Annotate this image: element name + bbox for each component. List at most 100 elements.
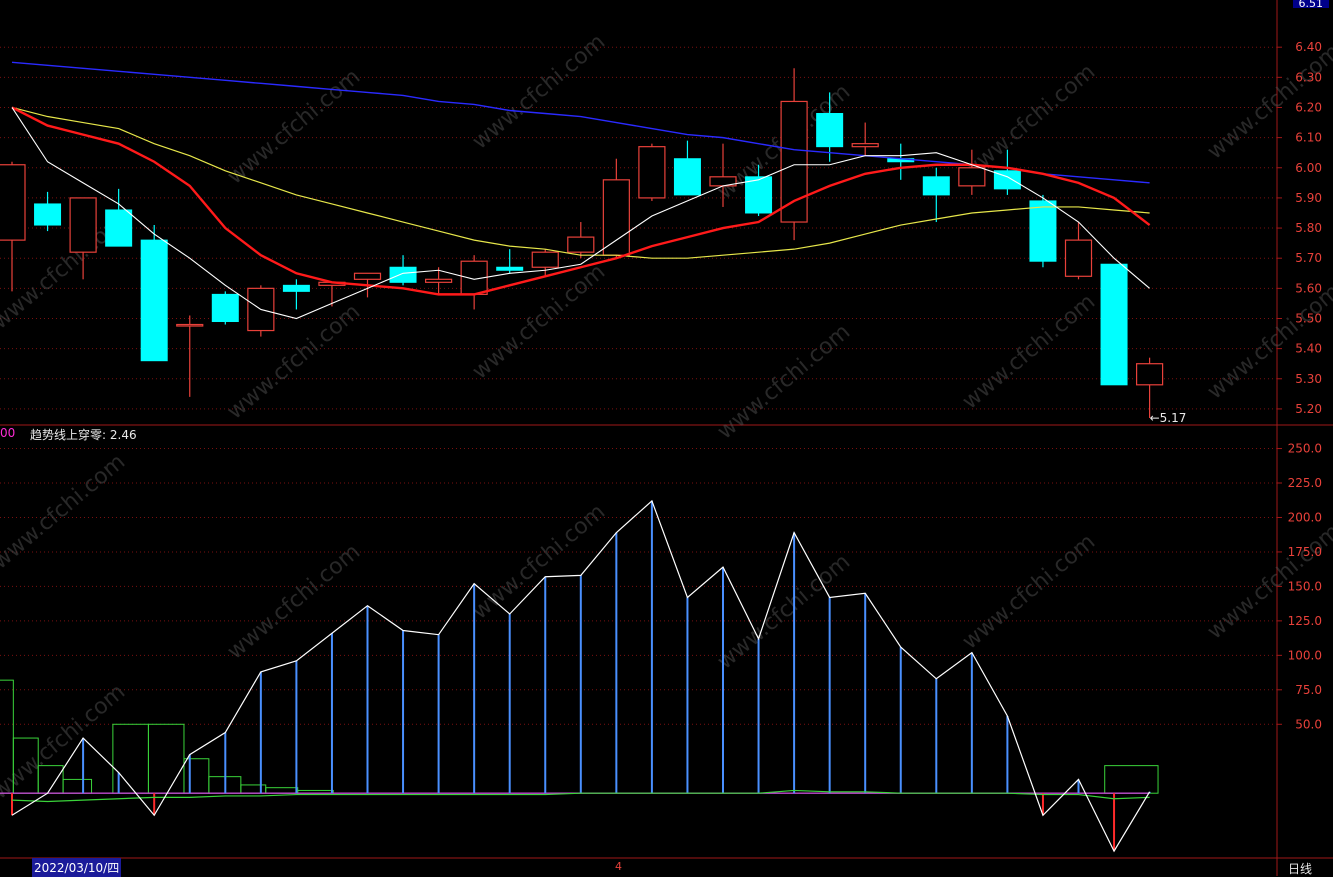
indicator-tick-label: 100.0 (1288, 648, 1322, 662)
candle (851, 122, 879, 156)
candle-body (389, 266, 417, 283)
candle-body (993, 170, 1021, 190)
candle-body (851, 143, 879, 148)
candle (140, 225, 168, 362)
candle (0, 161, 26, 292)
period-label[interactable]: 日线 (1288, 862, 1313, 876)
candle (318, 281, 346, 307)
indicator-box (183, 758, 210, 794)
watermark-text: www.cfchi.com (0, 449, 130, 574)
candle (993, 149, 1021, 195)
min-price-annotation: ←5.17 (1150, 411, 1187, 425)
candle-body (425, 278, 453, 283)
indicator-tick-label: 175.0 (1288, 545, 1322, 559)
watermark-text: www.cfchi.com (713, 549, 855, 674)
price-tick-label: 6.40 (1295, 40, 1322, 54)
candle-body (922, 176, 950, 196)
indicator-tick-label: 225.0 (1288, 476, 1322, 490)
candle (602, 158, 630, 259)
candle (673, 140, 701, 196)
candle (567, 222, 595, 259)
y-axis: 6.40 6.30 6.20 6.10 6.00 5.90 5.80 5.70 5.60 5.50… (1277, 40, 1322, 731)
candle-body (638, 146, 666, 199)
candle (638, 143, 666, 201)
indicator-tick-label: 75.0 (1295, 683, 1322, 697)
price-tick-label: 5.20 (1295, 402, 1322, 416)
price-tick-label: 5.90 (1295, 191, 1322, 205)
watermark-layer: www.cfchi.com www.cfchi.com www.cfchi.com w… (0, 29, 1333, 804)
candle-body (34, 203, 62, 226)
indicator-box (240, 784, 267, 794)
candle-body (780, 100, 808, 223)
candle-body (816, 113, 844, 148)
indicator-tick-label: 125.0 (1288, 614, 1322, 628)
indicator-name: 趋势线上穿零: (30, 428, 107, 442)
candle (282, 279, 310, 310)
candle (1064, 222, 1093, 280)
candle (460, 255, 488, 310)
candle-body (673, 158, 701, 196)
candle-body (353, 272, 382, 280)
candle-body (140, 239, 168, 362)
candle-body (1100, 263, 1128, 386)
candle (531, 249, 559, 277)
candle (389, 255, 417, 286)
candle-body (211, 293, 239, 323)
price-tick-label: 5.60 (1295, 281, 1322, 295)
price-tick-label: 5.50 (1295, 311, 1322, 325)
candle-body (602, 179, 630, 256)
candle-body (745, 176, 773, 214)
price-tick-label: 6.10 (1295, 131, 1322, 145)
month-marker: 4 (615, 860, 622, 873)
candle (69, 197, 97, 280)
candle-body (531, 251, 559, 268)
watermark-text: www.cfchi.com (958, 289, 1100, 414)
candle (887, 143, 915, 180)
price-tick-label: 5.40 (1295, 342, 1322, 356)
candle (105, 188, 133, 247)
candle (425, 267, 453, 295)
ma-yellow-line (11, 106, 1150, 259)
ma-white-line (11, 107, 1150, 320)
indicator-box (147, 723, 185, 794)
price-tick-label: 5.80 (1295, 221, 1322, 235)
watermark-text: www.cfchi.com (223, 539, 365, 664)
indicator-box (265, 787, 299, 794)
watermark-text: www.cfchi.com (468, 499, 610, 624)
candle-body (176, 323, 204, 327)
indicator-value: 2.46 (109, 428, 137, 442)
candle (176, 315, 204, 397)
indicator-tick-label: 150.0 (1288, 579, 1322, 593)
watermark-text: www.cfchi.com (0, 679, 130, 804)
indicator-green-line (11, 789, 1150, 803)
candle (247, 285, 275, 337)
candle (780, 68, 808, 241)
watermark-text: www.cfchi.com (223, 64, 365, 189)
ma-red-line (11, 106, 1151, 296)
indicator-tick-label: 50.0 (1295, 717, 1322, 731)
indicator-box (1104, 765, 1159, 794)
indicator-label: 趋势线上穿零: 2.46 (30, 426, 137, 443)
indicator-trend-line (11, 499, 1151, 853)
candle (34, 191, 62, 232)
candle-body (1029, 200, 1057, 262)
indicator-panel[interactable] (0, 499, 1159, 853)
candle-body (0, 164, 26, 241)
price-tick-label: 6.00 (1295, 161, 1322, 175)
candle-body (69, 197, 97, 253)
candle-body (105, 209, 133, 247)
candle-body (1135, 363, 1164, 386)
watermark-text: www.cfchi.com (713, 319, 855, 444)
candle (1135, 357, 1164, 418)
price-panel[interactable]: ←5.17 (0, 61, 1187, 425)
candle-body (282, 284, 310, 292)
price-tick-label: 6.30 (1295, 70, 1322, 84)
indicator-tick-label: 250.0 (1288, 442, 1322, 456)
indicator-box (62, 778, 93, 794)
candle (816, 92, 844, 162)
candle-body (567, 236, 595, 253)
indicator-tick-label: 200.0 (1288, 510, 1322, 524)
indicator-left-tag: 00 (0, 426, 16, 440)
